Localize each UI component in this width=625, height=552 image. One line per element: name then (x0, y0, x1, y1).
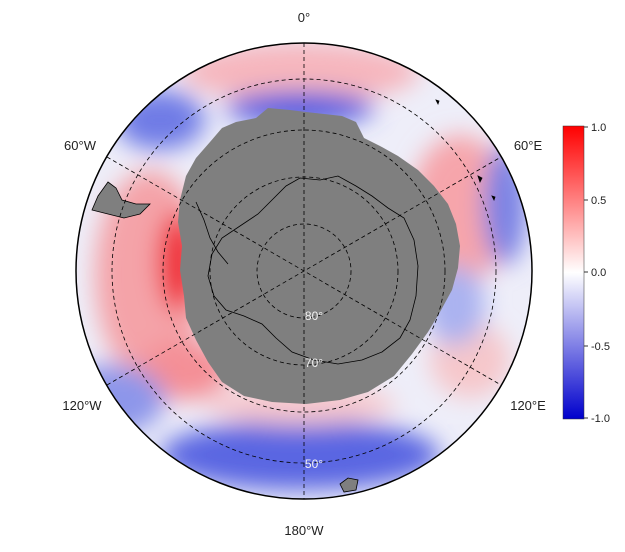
coastline (91, 99, 496, 493)
lon-label-120w: 120°W (62, 398, 102, 413)
lon-label-60w: 60°W (64, 138, 97, 153)
lon-label-60e: 60°E (514, 138, 543, 153)
lat-label-50: 50° (305, 457, 323, 471)
lat-label-70: 70° (305, 356, 323, 370)
lat-label-80: 80° (305, 309, 323, 323)
colorbar-gradient (562, 125, 585, 420)
colorbar-tick-neg-1: -1.0 (591, 413, 610, 425)
lon-label-0: 0° (298, 10, 310, 25)
colorbar-tick-0-5: 0.5 (591, 195, 606, 207)
map-boundary (75, 42, 533, 500)
latitude-labels: 80° 70° 50° (305, 309, 323, 471)
colorbar-tick-0: 0.0 (591, 267, 606, 279)
colorbar-tick-1: 1.0 (591, 122, 606, 134)
longitude-labels: 0° 60°E 120°E 180°W 120°W 60°W (62, 10, 546, 538)
colorbar-tick-neg-0-5: -0.5 (591, 341, 610, 353)
lon-label-180w: 180°W (284, 523, 324, 538)
lon-label-120e: 120°E (510, 398, 546, 413)
graticule (106, 43, 502, 499)
colorbar: 1.0 0.5 0.0 -0.5 -1.0 (562, 122, 610, 425)
correlation-field (76, 43, 532, 499)
antarctica-land (178, 108, 460, 404)
